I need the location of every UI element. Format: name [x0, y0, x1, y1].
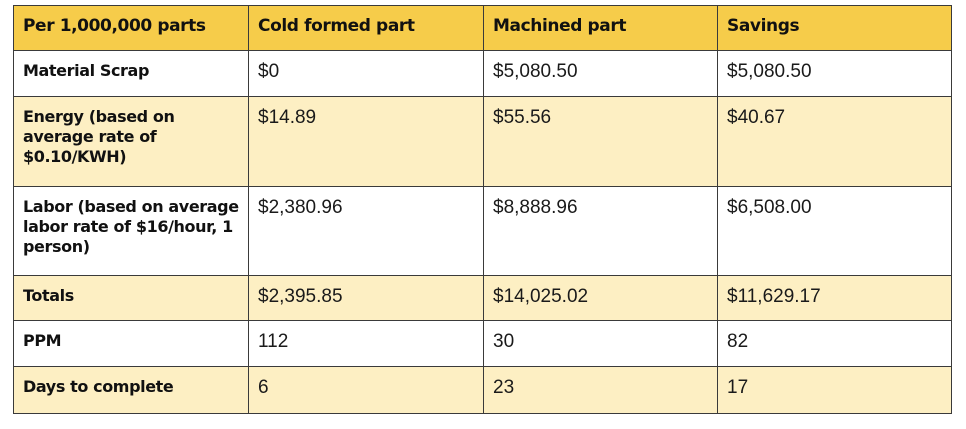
cell-savings-totals: $11,629.17	[717, 275, 952, 321]
table-row-material-scrap: Material Scrap $0 $5,080.50 $5,080.50	[13, 50, 952, 97]
cell-machined-material-scrap: $5,080.50	[483, 50, 718, 97]
cell-cold-ppm: 112	[248, 320, 484, 367]
table-row-totals: Totals $2,395.85 $14,025.02 $11,629.17	[13, 275, 952, 321]
cell-cold-days-to-complete: 6	[248, 366, 484, 414]
cell-cold-totals: $2,395.85	[248, 275, 484, 321]
cell-savings-energy: $40.67	[717, 96, 952, 187]
header-cell-basis: Per 1,000,000 parts	[13, 5, 249, 51]
table-row-labor: Labor (based on average labor rate of $1…	[13, 186, 952, 276]
cell-cold-material-scrap: $0	[248, 50, 484, 97]
row-label-ppm: PPM	[13, 320, 249, 367]
cell-machined-energy: $55.56	[483, 96, 718, 187]
table-row-days-to-complete: Days to complete 6 23 17	[13, 366, 952, 414]
cell-machined-totals: $14,025.02	[483, 275, 718, 321]
row-label-material-scrap: Material Scrap	[13, 50, 249, 97]
cell-machined-days-to-complete: 23	[483, 366, 718, 414]
table-row-energy: Energy (based on average rate of $0.10/K…	[13, 96, 952, 187]
cost-comparison-table: Per 1,000,000 parts Cold formed part Mac…	[13, 5, 952, 414]
cell-cold-labor: $2,380.96	[248, 186, 484, 276]
row-label-totals: Totals	[13, 275, 249, 321]
row-label-days-to-complete: Days to complete	[13, 366, 249, 414]
cell-machined-labor: $8,888.96	[483, 186, 718, 276]
table-row-ppm: PPM 112 30 82	[13, 320, 952, 367]
cell-savings-material-scrap: $5,080.50	[717, 50, 952, 97]
header-cell-machined: Machined part	[483, 5, 718, 51]
row-label-energy: Energy (based on average rate of $0.10/K…	[13, 96, 249, 187]
cell-cold-energy: $14.89	[248, 96, 484, 187]
row-label-labor: Labor (based on average labor rate of $1…	[13, 186, 249, 276]
cell-machined-ppm: 30	[483, 320, 718, 367]
header-row: Per 1,000,000 parts Cold formed part Mac…	[13, 5, 952, 51]
header-cell-savings: Savings	[717, 5, 952, 51]
header-cell-cold-formed: Cold formed part	[248, 5, 484, 51]
cell-savings-labor: $6,508.00	[717, 186, 952, 276]
cell-savings-days-to-complete: 17	[717, 366, 952, 414]
cost-comparison-table-wrapper: Per 1,000,000 parts Cold formed part Mac…	[13, 5, 952, 414]
cell-savings-ppm: 82	[717, 320, 952, 367]
